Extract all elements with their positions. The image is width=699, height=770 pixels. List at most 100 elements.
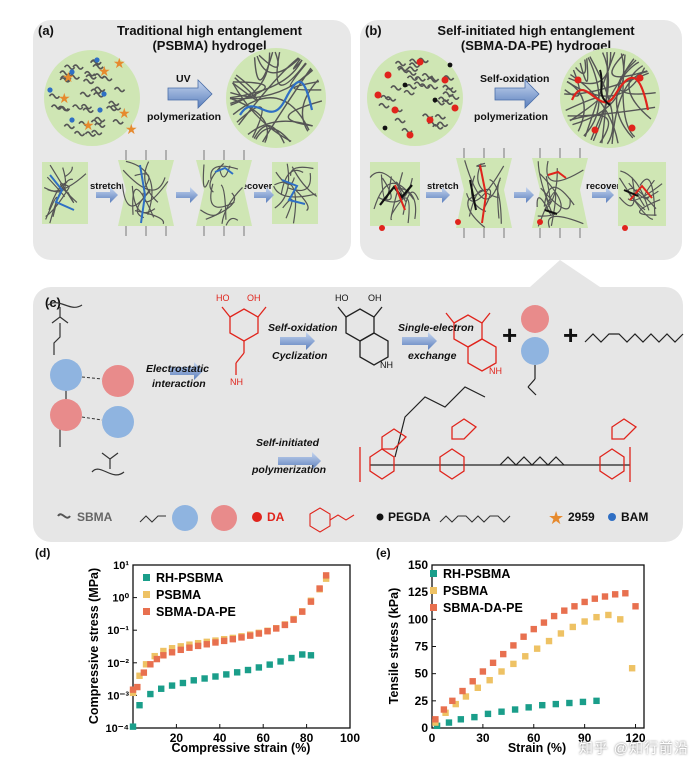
cyclized-structure (337, 306, 389, 366)
panel-b-arrow-top: Self-oxidation (480, 73, 550, 85)
chart-d-point-psbma (322, 575, 330, 582)
chart-d-point-psbma (142, 661, 150, 668)
chart-e-xtick-label: 90 (578, 731, 592, 745)
chart-d-point-rh-psbma (299, 651, 306, 658)
chart-d-point-rh-psbma (201, 675, 208, 682)
chart-d-ytick-label: 10⁻¹ (107, 625, 129, 637)
chart-d-xtick-label: 100 (340, 731, 360, 745)
panel-e-label: (e) (376, 546, 391, 560)
chart-e-point-psbma (628, 665, 636, 672)
watermark: 知乎 @知行前沿 (578, 740, 689, 756)
chart-d-point-psbma (136, 672, 143, 679)
chart-d-point-sbma-da-pe (316, 585, 323, 592)
panel-d-label: (d) (35, 546, 51, 560)
quinone-nh: NH (489, 366, 502, 376)
chart-e-point-psbma (593, 613, 600, 621)
electrostatic-label: Electrostatic (146, 363, 210, 375)
panel-a-stretch: stretch (90, 181, 122, 192)
chart-e-ytick-label: 100 (408, 612, 428, 626)
chart-e-legend-label: PSBMA (443, 584, 488, 598)
panel-b-title: Self-initiated high entanglement (SBMA-D… (395, 23, 677, 53)
chart-e-point-rh-psbma (433, 722, 441, 730)
chart-d-xlabel: Compressive strain (%) (172, 741, 311, 755)
chart-d-point-rh-psbma (212, 673, 219, 680)
chart-e-point-sbma-da-pe (479, 668, 487, 675)
chart-d-point-sbma-da-pe (229, 635, 237, 643)
chart-d-point-rh-psbma (288, 654, 295, 662)
dopamine-nh2: NH (230, 377, 243, 387)
chart-e-point-psbma (533, 645, 541, 652)
panel-c-box (33, 287, 683, 542)
chart-d-point-sbma-da-pe (264, 628, 271, 635)
chart-d-point-rh-psbma (158, 685, 165, 692)
monomer-squiggles-b (378, 57, 460, 134)
chart-d-point-rh-psbma (277, 658, 284, 665)
svg-text:★: ★ (82, 117, 95, 133)
chart-e-point-sbma-da-pe (550, 612, 558, 620)
chart-d-point-psbma (160, 647, 167, 655)
chart-e-point-sbma-da-pe (591, 595, 599, 602)
sbma-legend-icon (57, 513, 71, 519)
panel-b-stretch: stretch (427, 181, 459, 192)
chart-e-xtick-label: 60 (527, 731, 541, 745)
schematic-ab: ★ ★ ★ ★ ★ ★ ★ (42, 48, 666, 287)
chart-e-point-psbma (522, 653, 529, 660)
panel-b-label: (b) (365, 23, 382, 38)
chemistry-scheme (47, 302, 684, 482)
panel-a-title: Traditional high entanglement (PSBMA) hy… (82, 23, 337, 53)
chart-d-point-sbma-da-pe (140, 669, 148, 676)
self-initiated-label: Self-initiated (256, 437, 320, 449)
chart-d-marks (129, 572, 330, 730)
chart-e-point-rh-psbma (484, 710, 492, 718)
panel-a-recover: recover (238, 181, 273, 192)
quinone-structure (445, 312, 497, 372)
chart-e-legend-swatch (430, 570, 437, 577)
cation-b (102, 406, 134, 438)
initiator-stars-a: ★ ★ ★ ★ ★ ★ ★ (58, 55, 138, 137)
anion-a (50, 399, 82, 431)
chart-e-point-rh-psbma (525, 704, 532, 711)
process-arrows (170, 332, 437, 470)
plus-2: + (563, 320, 579, 350)
uv-arrow (167, 79, 213, 109)
panel-a-title-line2: (PSBMA) hydrogel (152, 38, 267, 53)
chart-e-marks (432, 590, 639, 730)
chart-e-point-rh-psbma (552, 700, 560, 708)
polymer-red-units (369, 418, 638, 480)
chart-d-point-rh-psbma (266, 661, 273, 668)
chart-e-point-rh-psbma (579, 698, 587, 706)
chart-d-ytick-label: 10⁻⁴ (106, 723, 129, 735)
chart-d-point-rh-psbma (190, 677, 197, 684)
chart-d-point-rh-psbma (147, 690, 154, 698)
chart-e-point-sbma-da-pe (469, 678, 476, 685)
cation-a (50, 359, 82, 391)
chart-d-legend-swatch (143, 608, 150, 615)
chart-e-point-sbma-da-pe (561, 607, 568, 614)
anion-c (521, 305, 549, 333)
chart-e-point-psbma (569, 623, 576, 631)
chart-e-point-psbma (452, 700, 459, 708)
stretch-row-a (42, 150, 318, 236)
chart-e-point-psbma (474, 684, 481, 691)
dopamine-structure (221, 306, 267, 375)
dopamine-oh: OH (247, 293, 261, 303)
chart-d-ticks: 20 40 60 80 100 10⁻⁴ 10⁻³ 10⁻² 10⁻¹ 10⁰ 10¹ (106, 560, 361, 745)
chart-d-point-psbma (177, 643, 184, 650)
polymer-brackets (359, 447, 631, 482)
chart-d-xtick-label: 80 (300, 731, 314, 745)
chart-d-point-sbma-da-pe (307, 598, 315, 605)
chart-d-point-sbma-da-pe (273, 625, 280, 632)
chart-e-point-rh-psbma (471, 713, 478, 721)
chart-e-point-sbma-da-pe (540, 619, 548, 626)
polymer-backbone (370, 386, 630, 466)
chart-e-point-rh-psbma (539, 701, 546, 709)
chart-e-xtick-label: 30 (476, 731, 490, 745)
chart-e-point-sbma-da-pe (500, 650, 507, 658)
monomer-squiggles-a (48, 59, 126, 137)
chart-e-point-sbma-da-pe (571, 603, 578, 610)
chart-e-point-sbma-da-pe (449, 697, 456, 705)
chart-e-point-psbma (545, 637, 553, 645)
legend-graphics: ★ (57, 505, 616, 533)
sbma-cation-icon (172, 505, 198, 531)
